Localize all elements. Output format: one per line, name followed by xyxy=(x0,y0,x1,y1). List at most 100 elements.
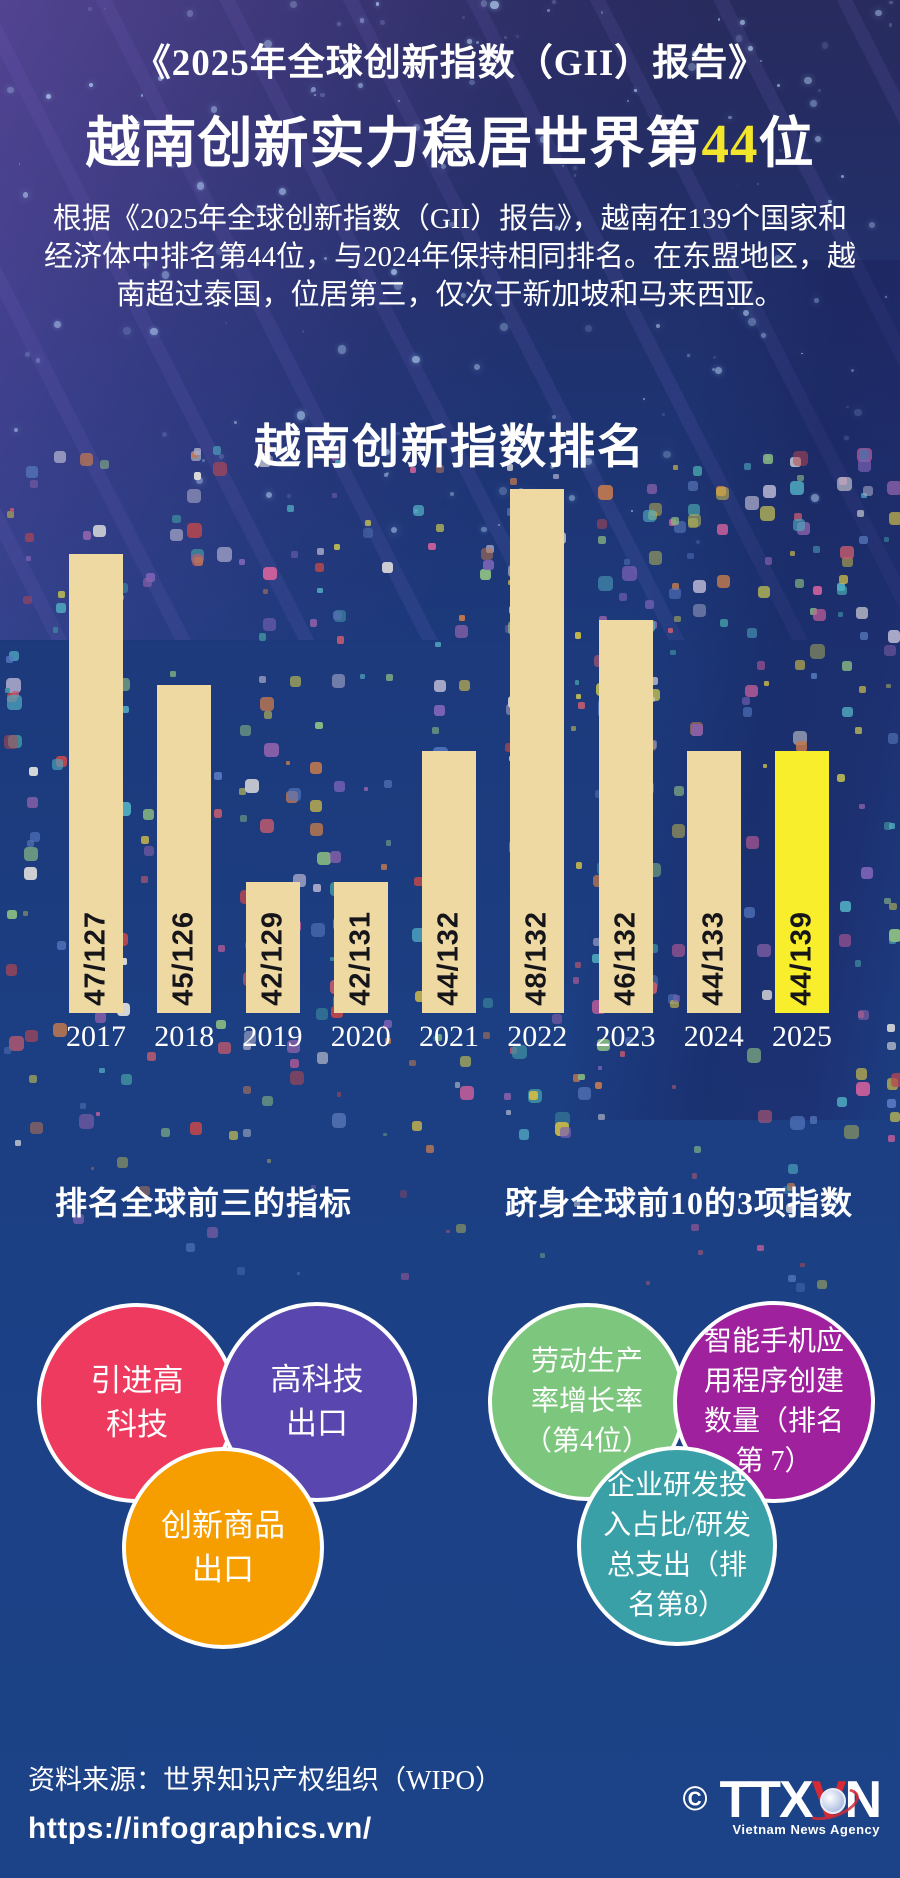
confetti-square xyxy=(117,1157,129,1168)
indicator-bubble-label: 企业研发投 入占比/研发 总支出（排 名第8） xyxy=(603,1470,751,1621)
confetti-square xyxy=(27,797,38,808)
confetti-square xyxy=(9,507,15,512)
confetti-square xyxy=(409,1059,416,1067)
confetti-square xyxy=(25,1029,38,1043)
confetti-square xyxy=(96,1112,101,1117)
confetti-square xyxy=(560,1127,571,1138)
confetti-square xyxy=(858,685,866,693)
confetti-square xyxy=(837,476,852,491)
intro-paragraph: 根据《2025年全球创新指数（GII）报告》，越南在139个国家和经济体中排名第… xyxy=(43,203,856,311)
bar-value-label: 47/127 xyxy=(79,911,112,1006)
confetti-square xyxy=(886,683,891,689)
confetti-square xyxy=(572,1074,581,1082)
confetti-square xyxy=(3,1047,11,1055)
bar-2025: 44/139 xyxy=(775,751,829,1013)
section-heading-top3: 排名全球前三的指标 xyxy=(55,1185,353,1221)
confetti-square xyxy=(228,1130,238,1140)
bar-value-label: 44/133 xyxy=(697,911,730,1006)
confetti-square xyxy=(267,1159,272,1164)
confetti-square xyxy=(207,1227,218,1238)
confetti-square xyxy=(883,897,891,905)
confetti-square xyxy=(331,1113,347,1129)
confetti-square xyxy=(889,937,896,944)
confetti-square xyxy=(839,901,852,913)
bar-2024: 44/133 xyxy=(686,751,741,1013)
confetti-square xyxy=(887,480,900,496)
confetti-square xyxy=(857,509,865,517)
confetti-square xyxy=(597,1066,602,1071)
glow-dot xyxy=(379,20,386,26)
confetti-square xyxy=(6,678,21,693)
confetti-square xyxy=(555,1111,570,1126)
bar-chart: 47/127 45/126 42/129 42/131 44/132 48/132 46/1… xyxy=(69,460,829,1013)
headline-rank-number: 44 xyxy=(701,113,759,174)
logo-n-text: N xyxy=(844,1771,882,1829)
confetti-square xyxy=(886,1099,896,1109)
glow-dot xyxy=(756,183,759,186)
glow-dot xyxy=(278,187,286,195)
confetti-square xyxy=(528,1091,538,1101)
confetti-square xyxy=(837,585,847,596)
infographics-url[interactable]: https://infographics.vn/ xyxy=(28,1812,372,1845)
confetti-square xyxy=(862,485,874,496)
bar-value-label: 42/129 xyxy=(256,911,288,1006)
confetti-square xyxy=(697,1249,704,1255)
confetti-square xyxy=(5,687,11,693)
confetti-square xyxy=(24,532,35,543)
confetti-square xyxy=(527,1088,543,1104)
confetti-square xyxy=(289,1058,299,1068)
confetti-square xyxy=(23,910,29,916)
confetti-square xyxy=(99,1067,105,1074)
confetti-square xyxy=(887,1041,896,1051)
confetti-square xyxy=(577,1087,592,1101)
glow-dot xyxy=(473,363,480,371)
glow-dot xyxy=(313,94,316,96)
confetti-square xyxy=(261,1095,273,1107)
confetti-square xyxy=(30,480,39,488)
confetti-square xyxy=(884,644,896,657)
glow-dot xyxy=(123,327,131,335)
confetti-square xyxy=(296,1271,301,1275)
confetti-square xyxy=(121,1074,132,1085)
bar-2017: 47/127 xyxy=(69,554,123,1013)
bar-chart-x-axis: 2017 2018 2019 2020 2021 2022 2023 2024 2025 xyxy=(66,1020,832,1054)
glow-dot xyxy=(642,397,646,401)
confetti-square xyxy=(56,603,66,613)
glow-dot xyxy=(801,352,803,355)
glow-dot xyxy=(748,318,757,327)
glow-dot xyxy=(490,0,499,10)
globe-icon xyxy=(820,1788,846,1814)
confetti-square xyxy=(838,575,848,585)
glow-dot xyxy=(289,0,298,9)
indicator-bubble-label: 创新商品 出口 xyxy=(161,1508,285,1587)
confetti-square xyxy=(886,1023,895,1032)
confetti-square xyxy=(577,1073,585,1081)
bar-2018: 45/126 xyxy=(157,685,212,1013)
glow-dot xyxy=(224,322,227,325)
confetti-square xyxy=(594,1081,602,1089)
confetti-square xyxy=(160,1127,171,1138)
ttxvn-logo: © TTXVN Vietnam News Agency xyxy=(682,1771,882,1837)
glow-dot xyxy=(686,353,691,358)
glow-dot xyxy=(480,0,487,7)
glow-dot xyxy=(186,9,194,17)
glow-dot xyxy=(141,94,144,97)
glow-dot xyxy=(760,332,767,339)
glow-dot xyxy=(320,92,325,98)
glow-dot xyxy=(500,323,509,332)
confetti-square xyxy=(11,690,19,698)
indicator-bubble-label: 劳动生产 率增长率 （第4位） xyxy=(523,1346,650,1457)
confetti-square xyxy=(8,1035,24,1051)
glow-dot xyxy=(337,22,342,27)
confetti-square xyxy=(57,590,65,598)
glow-dot xyxy=(600,11,603,14)
chart-title: 越南创新指数排名 xyxy=(254,422,646,474)
confetti-square xyxy=(883,822,893,831)
indicator-bubble: 高科技 出口 xyxy=(217,1302,417,1502)
confetti-square xyxy=(518,1129,530,1141)
glow-dot xyxy=(35,358,40,363)
indicator-bubble-label: 高科技 出口 xyxy=(270,1362,364,1441)
confetti-square xyxy=(237,1267,245,1275)
confetti-square xyxy=(859,803,865,810)
confetti-square xyxy=(693,1146,702,1154)
